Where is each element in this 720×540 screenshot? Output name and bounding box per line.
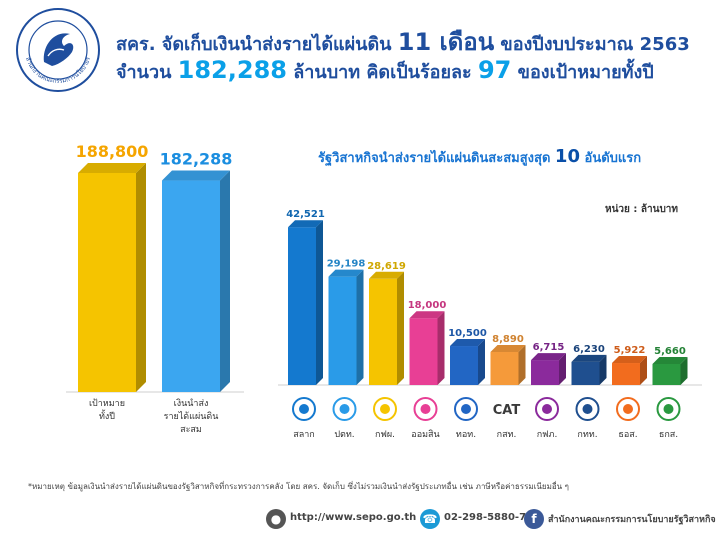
enterprise-value-label-4: 10,500 (448, 328, 487, 339)
enterprise-logo-2 (373, 397, 397, 421)
enterprise-logo-5: CAT (493, 403, 521, 418)
headline-months: 11 เดือน (397, 28, 495, 56)
target-bar-label-1: 182,288 (160, 150, 233, 169)
enterprise-category-label-9: ธกส. (659, 430, 678, 440)
enterprise-logo-1 (332, 397, 357, 421)
enterprise-logo-4 (454, 397, 478, 421)
chart-subtitle: รัฐวิสาหกิจนำส่งรายได้แผ่นดินสะสมสูงสุด … (318, 146, 641, 168)
enterprise-bar-7 (571, 354, 607, 385)
enterprise-category-label-5: กสท. (497, 430, 517, 440)
enterprise-bar-4 (450, 339, 485, 385)
target-category-label-1-0: เงินนำส่ง (174, 398, 209, 409)
enterprise-category-label-4: ทอท. (456, 430, 476, 440)
enterprise-category-label-2: กฟผ. (375, 430, 395, 440)
enterprise-logo-6 (535, 397, 559, 421)
enterprise-category-label-3: ออมสิน (411, 429, 439, 440)
enterprise-logo-9 (656, 397, 681, 421)
headline-suffix: ของปีงบประมาณ 2563 (500, 34, 690, 55)
footnote: *หมายเหตุ ข้อมูลเงินนำส่งรายได้แผ่นดินขอ… (28, 482, 569, 491)
enterprise-bar-8 (612, 356, 647, 385)
enterprise-category-label-7: กทท. (577, 430, 597, 440)
target-bar-0 (78, 162, 146, 392)
enterprise-logo-mark-5: CAT (493, 403, 521, 418)
phone-icon: ☎ (420, 509, 440, 529)
target-bar-label-0: 188,800 (76, 142, 149, 161)
headline-percent-suffix: ของเป้าหมายทั้งปี (517, 62, 654, 83)
enterprise-logo-8 (616, 397, 640, 421)
enterprise-category-label-8: ธอส. (618, 430, 637, 440)
enterprise-value-label-0: 42,521 (286, 209, 325, 220)
target-vs-collected-chart: 188,800 เป้าหมายทั้งปี 182,288 เงินนำส่งราย… (66, 142, 244, 435)
unit-label: หน่วย : ล้านบาท (605, 204, 678, 215)
enterprise-bar-5 (490, 345, 526, 385)
subtitle-prefix: รัฐวิสาหกิจนำส่งรายได้แผ่นดินสะสมสูงสุด (318, 151, 551, 166)
sepo-logo: สำนักงานคณะกรรมการนโยบายรัฐวิสาหกิจ (14, 6, 100, 92)
headline-amount: 182,288 (177, 56, 287, 84)
enterprise-bar-3 (409, 311, 445, 385)
headline-line2: จำนวน 182,288 ล้านบาท คิดเป็นร้อยละ 97 ข… (116, 56, 654, 86)
enterprise-category-label-6: กฟภ. (537, 430, 558, 440)
target-category-label-0-1: ทั้งปี (99, 409, 115, 422)
headline-amount-mid: ล้านบาท คิดเป็นร้อยละ (293, 62, 472, 83)
subtitle-count: 10 (554, 146, 580, 167)
headline-prefix: สคร. จัดเก็บเงินนำส่งรายได้แผ่นดิน (116, 34, 392, 55)
enterprise-value-label-5: 8,890 (492, 334, 524, 345)
enterprise-bar-0 (288, 220, 323, 385)
target-category-label-1-1: รายได้แผ่นดิน (164, 411, 219, 422)
enterprise-value-label-9: 5,660 (654, 346, 686, 357)
headline-line1: สคร. จัดเก็บเงินนำส่งรายได้แผ่นดิน 11 เด… (116, 22, 690, 61)
enterprise-bar-9 (652, 356, 688, 385)
footer-phone: 02-298-5880-7 (444, 512, 527, 523)
headline-percent: 97 (477, 56, 512, 84)
enterprise-category-label-0: สลาก (293, 430, 315, 440)
footer-facebook[interactable]: สำนักงานคณะกรรมการนโยบายรัฐวิสาหกิจ (548, 515, 716, 525)
enterprise-value-label-1: 29,198 (327, 259, 366, 270)
enterprise-bar-2 (369, 271, 404, 385)
target-category-label-1-2: สะสม (180, 425, 202, 435)
enterprise-logo-0 (292, 397, 316, 421)
headline-amount-prefix: จำนวน (116, 62, 172, 83)
footer-website[interactable]: http://www.sepo.go.th (290, 512, 417, 523)
target-category-label-0-0: เป้าหมาย (89, 398, 125, 409)
enterprise-category-label-1: ปตท. (334, 430, 354, 440)
target-bar-1 (162, 170, 230, 392)
enterprise-bar-6 (531, 353, 566, 385)
enterprise-value-label-8: 5,922 (614, 345, 646, 356)
globe-icon: ● (266, 509, 286, 529)
subtitle-suffix: อันดับแรก (584, 151, 642, 166)
enterprise-value-label-7: 6,230 (573, 344, 605, 355)
top10-enterprise-chart: 42,521 สลาก 29,198 ปตท. 28,619 กฟผ. 18,000 ออมส… (278, 209, 702, 440)
enterprise-logo-7 (575, 397, 600, 421)
enterprise-value-label-3: 18,000 (408, 300, 447, 311)
enterprise-logo-3 (413, 397, 438, 421)
enterprise-value-label-2: 28,619 (367, 261, 406, 272)
footer: ● http://www.sepo.go.th ☎ 02-298-5880-7 … (0, 500, 720, 540)
facebook-icon: f (524, 509, 544, 529)
enterprise-value-label-6: 6,715 (533, 342, 565, 353)
enterprise-bar-1 (328, 269, 364, 385)
